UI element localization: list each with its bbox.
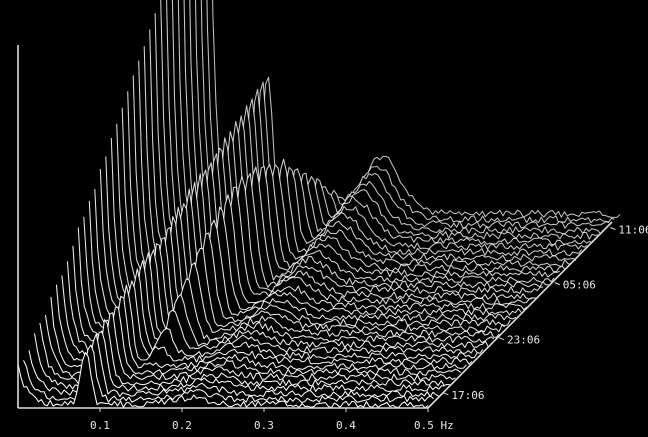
spectrum-trace xyxy=(17,351,429,409)
chart-axes xyxy=(17,45,613,409)
spectrum-trace xyxy=(110,137,522,316)
frequency-tick-labels: 0.1 0.2 0.3 0.4 0.5 Hz xyxy=(90,408,454,432)
spectrum-trace-mask xyxy=(78,227,489,351)
time-tick-mark xyxy=(554,282,560,286)
spectrum-trace xyxy=(77,227,489,349)
frequency-tick-label: 0.4 xyxy=(336,419,356,432)
spectrum-trace xyxy=(66,261,478,360)
time-tick-mark xyxy=(498,337,505,341)
time-tick-mark xyxy=(443,392,449,396)
time-tick-labels: 17:06 23:06 05:06 11:06 xyxy=(443,224,648,402)
spectrum-trace xyxy=(116,123,528,311)
spectrum-trace-mask xyxy=(67,261,478,362)
spectrum-trace-mask xyxy=(72,245,483,356)
spectrum-trace xyxy=(88,200,500,338)
spectrum-trace xyxy=(99,168,511,327)
spectrum-trace xyxy=(39,319,450,387)
spectral-traces xyxy=(17,0,621,410)
spectrum-trace xyxy=(105,156,517,322)
spectrum-trace xyxy=(121,107,533,306)
frequency-tick-label: 0.2 xyxy=(172,419,192,432)
spectrum-trace xyxy=(28,333,440,398)
time-tick-label: 05:06 xyxy=(563,279,596,292)
spectrum-trace xyxy=(50,296,462,376)
spectrum-trace xyxy=(23,344,434,404)
time-tick-mark xyxy=(610,227,616,230)
spectrum-trace xyxy=(55,284,467,371)
frequency-tick-label: 0.1 xyxy=(90,419,110,432)
spectrum-trace xyxy=(33,330,445,393)
spectrum-trace-mask xyxy=(18,352,428,410)
spectrum-trace xyxy=(72,245,484,354)
frequency-tick-label: 0.3 xyxy=(254,419,274,432)
spectrum-trace xyxy=(44,312,456,382)
spectrum-trace xyxy=(132,75,544,294)
frequency-tick-label: 0.5 Hz xyxy=(414,419,454,432)
spectrum-trace-mask xyxy=(34,331,445,394)
spectrum-trace xyxy=(61,275,473,365)
spectrum-trace xyxy=(127,91,538,300)
time-axis xyxy=(427,221,613,409)
time-tick-label: 11:06 xyxy=(618,224,648,237)
spectrum-trace xyxy=(94,189,506,333)
time-tick-label: 17:06 xyxy=(451,389,484,402)
spectrum-trace xyxy=(83,216,495,344)
time-tick-label: 23:06 xyxy=(507,334,540,347)
